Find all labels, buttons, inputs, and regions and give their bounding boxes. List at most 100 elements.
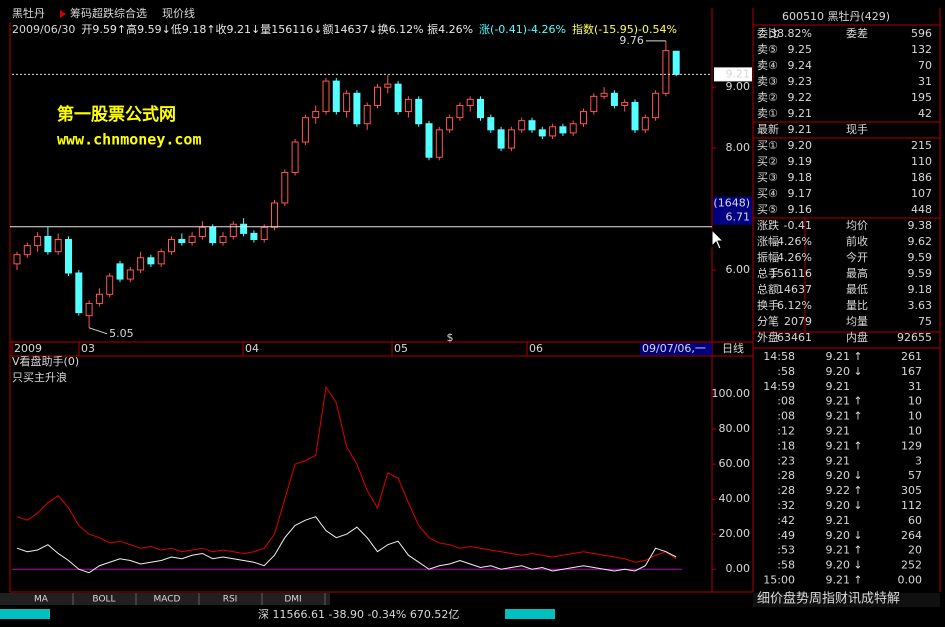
candle-body: [631, 101, 639, 131]
tick-volume: 10: [908, 395, 922, 408]
candle-body: [116, 263, 124, 280]
tick-volume: 264: [901, 529, 922, 542]
candle-body: [538, 129, 546, 137]
order-label: 买②: [757, 155, 778, 168]
order-price: 9.24: [788, 59, 813, 72]
tick-volume: 0.00: [898, 574, 923, 587]
frames: [9, 8, 941, 593]
candle-body: [95, 293, 103, 304]
candle-body: [507, 129, 515, 149]
tick-time: :58: [777, 365, 795, 378]
y-tick-label: 9.00: [726, 80, 751, 93]
candle-body: [363, 104, 371, 125]
order-label: 卖②: [757, 91, 778, 104]
indicator-line: [16, 516, 677, 574]
y-tick-label: 40.00: [719, 492, 751, 505]
tick-volume: 10: [908, 410, 922, 423]
order-label: 买⑤: [757, 203, 778, 216]
stat-label: 总额: [757, 282, 779, 296]
stat-value: 9.62: [908, 235, 933, 248]
candle-body: [188, 235, 196, 244]
info-segment: 涨(-0.41)-4.26%: [479, 23, 566, 36]
tick-price: 9.20: [826, 365, 851, 378]
indicator-line: [16, 385, 677, 563]
formula-menu[interactable]: 筹码超跌综合选: [70, 6, 147, 20]
candle-body: [106, 275, 114, 295]
candle-body: [65, 238, 72, 274]
candle-body: [487, 117, 495, 131]
order-volume: 186: [911, 171, 932, 184]
last-hand: 现手: [846, 122, 868, 136]
candle-body: [13, 254, 21, 265]
info-segment: 指数(-15.95)-0.54%: [572, 22, 677, 36]
tick-arrow: ↓: [853, 559, 862, 572]
stat-label: 最高: [846, 266, 868, 280]
tick-volume: 20: [908, 544, 922, 557]
candle-body: [528, 120, 536, 131]
tab[interactable]: MA: [34, 595, 49, 605]
order-volume: 215: [911, 139, 932, 152]
candle-body: [569, 123, 577, 134]
order-price: 9.16: [788, 203, 813, 216]
candle-body: [610, 92, 618, 106]
tick-price: 9.21: [826, 425, 851, 438]
candle-body: [621, 101, 629, 106]
marquee-bg: [753, 593, 940, 607]
tab-bar: [0, 593, 330, 605]
tab[interactable]: BOLL: [92, 595, 115, 605]
stat-value: 156116: [770, 267, 812, 280]
quote-label: 委差: [846, 26, 868, 40]
tab[interactable]: RSI: [223, 595, 238, 605]
quote-value: 596: [911, 27, 932, 40]
low-label: 5.05: [109, 327, 134, 340]
order-price: 9.19: [788, 155, 813, 168]
crosshair-volume: (1648): [713, 197, 750, 210]
last-price-box: [714, 67, 752, 82]
tick-price: 9.20: [826, 469, 851, 482]
candle-body: [600, 92, 608, 97]
candle-body: [518, 120, 526, 131]
tab[interactable]: DMI: [284, 595, 301, 605]
tab[interactable]: MACD: [154, 595, 181, 605]
order-label: 卖⑤: [757, 43, 778, 56]
tick-arrow: ↓: [853, 469, 862, 482]
stat-label: 均价: [846, 219, 868, 232]
candle-body: [652, 92, 660, 119]
candle-body: [672, 50, 680, 75]
candle-body: [85, 302, 93, 317]
stat-value: 14637: [777, 283, 812, 296]
line-mode[interactable]: 现价线: [162, 6, 195, 20]
stat-label: 内盘: [846, 330, 868, 344]
quote-header: 600510 黑牡丹(429): [782, 9, 890, 23]
tick-price: 9.21: [826, 544, 851, 557]
tick-time: :42: [777, 514, 795, 527]
order-label: 买④: [757, 187, 778, 200]
stock-name[interactable]: 黑牡丹: [12, 6, 45, 20]
tick-time: 14:58: [763, 350, 795, 363]
candle-body: [435, 129, 443, 158]
stat-label: 今开: [846, 250, 868, 264]
candle-body: [198, 226, 206, 237]
last-price-label: 9.21: [726, 67, 751, 80]
candle-body: [466, 98, 474, 106]
candle-body: [23, 245, 31, 256]
status-block: [505, 609, 555, 619]
stat-label: 外盘: [757, 330, 779, 344]
stat-label: 均量: [846, 315, 868, 328]
period-label: 日线: [722, 341, 744, 355]
order-volume: 132: [911, 43, 932, 56]
marquee: 细价盘势周指财讯成特解: [757, 591, 900, 607]
order-label: 买③: [757, 171, 778, 184]
candle-body: [209, 226, 217, 244]
order-volume: 31: [918, 75, 932, 88]
stat-value: 4.26%: [777, 251, 812, 264]
y-tick-label: 20.00: [719, 527, 751, 540]
candle-body: [549, 126, 557, 137]
order-price: 9.25: [788, 43, 813, 56]
stat-value: 75: [918, 315, 932, 328]
tick-price: 9.21: [826, 514, 851, 527]
stat-label: 最低: [846, 283, 868, 296]
candle-body: [580, 111, 587, 125]
tick-time: :08: [777, 410, 795, 423]
candle-body: [590, 95, 598, 113]
